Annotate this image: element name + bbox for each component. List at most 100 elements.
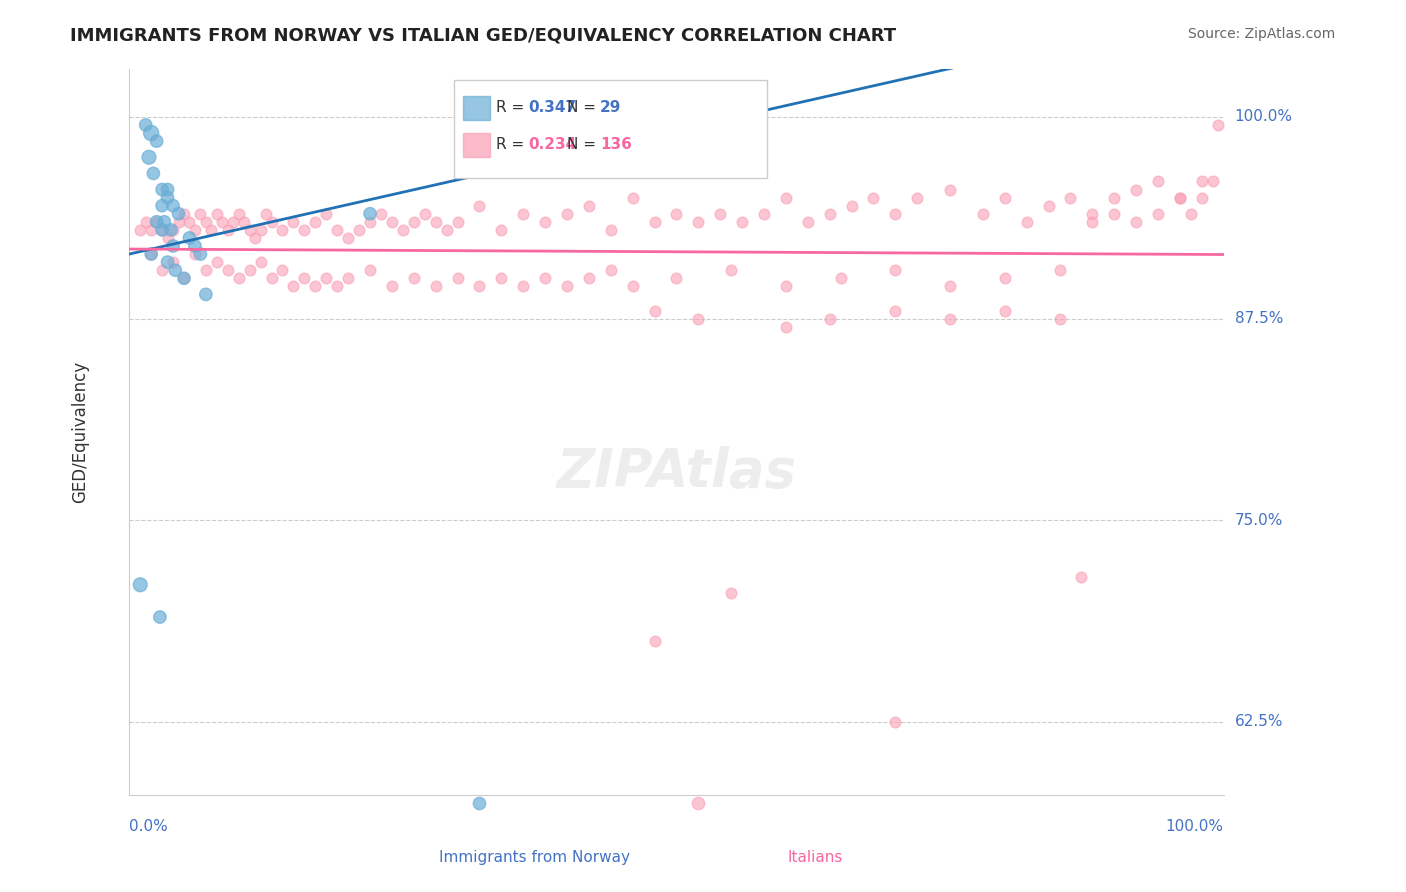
Point: [184, 247, 207, 261]
Point: [249, 223, 271, 237]
Point: [1102, 191, 1125, 205]
Point: [436, 223, 458, 237]
Point: [217, 263, 239, 277]
Point: [1049, 263, 1071, 277]
Point: [381, 215, 404, 229]
Point: [156, 182, 179, 196]
Point: [141, 247, 163, 261]
Point: [720, 586, 742, 600]
Text: N =: N =: [567, 136, 600, 152]
Point: [1206, 118, 1229, 132]
Point: [254, 207, 277, 221]
Point: [179, 231, 201, 245]
Point: [233, 215, 256, 229]
Point: [141, 126, 163, 140]
Point: [939, 182, 962, 196]
Point: [621, 279, 644, 293]
Point: [884, 207, 907, 221]
Point: [141, 247, 163, 261]
Text: 136: 136: [600, 136, 631, 152]
Point: [145, 134, 167, 148]
Point: [665, 207, 688, 221]
Point: [665, 271, 688, 285]
Point: [402, 271, 425, 285]
Point: [972, 207, 994, 221]
Point: [862, 191, 884, 205]
Point: [304, 279, 326, 293]
Point: [129, 578, 152, 592]
Point: [156, 231, 179, 245]
Point: [359, 215, 381, 229]
Text: R =: R =: [496, 136, 529, 152]
Point: [359, 263, 381, 277]
Point: [283, 215, 305, 229]
Point: [1168, 191, 1191, 205]
Point: [775, 319, 797, 334]
Point: [1202, 174, 1225, 188]
Point: [905, 191, 928, 205]
Point: [304, 215, 326, 229]
Text: R =: R =: [496, 100, 529, 115]
Point: [555, 207, 578, 221]
Text: 0.0%: 0.0%: [129, 819, 169, 834]
Point: [167, 215, 190, 229]
Point: [621, 191, 644, 205]
Text: Source: ZipAtlas.com: Source: ZipAtlas.com: [1188, 27, 1336, 41]
Point: [1038, 199, 1060, 213]
Point: [1049, 311, 1071, 326]
Point: [217, 223, 239, 237]
Point: [167, 207, 190, 221]
Point: [359, 207, 381, 221]
Text: 75.0%: 75.0%: [1234, 513, 1284, 528]
Point: [731, 215, 754, 229]
Point: [194, 215, 217, 229]
Point: [599, 263, 621, 277]
Point: [841, 199, 863, 213]
Point: [211, 215, 233, 229]
Point: [534, 271, 557, 285]
Point: [142, 166, 165, 180]
Point: [534, 215, 557, 229]
Point: [818, 207, 841, 221]
Bar: [463, 133, 491, 157]
Point: [135, 118, 157, 132]
Point: [402, 215, 425, 229]
Point: [138, 150, 160, 164]
Point: [156, 191, 179, 205]
Point: [260, 215, 283, 229]
Point: [292, 271, 315, 285]
Point: [1102, 207, 1125, 221]
Point: [775, 279, 797, 293]
Point: [1059, 191, 1081, 205]
Point: [149, 610, 172, 624]
Point: [1125, 215, 1147, 229]
Point: [249, 255, 271, 269]
Point: [644, 303, 666, 318]
Text: 0.347: 0.347: [529, 100, 576, 115]
Text: 100.0%: 100.0%: [1166, 819, 1223, 834]
Point: [939, 311, 962, 326]
Text: Italians: Italians: [787, 850, 844, 865]
Text: Immigrants from Norway: Immigrants from Norway: [439, 850, 630, 865]
Point: [1081, 207, 1104, 221]
Point: [1125, 182, 1147, 196]
Point: [720, 263, 742, 277]
Point: [688, 215, 710, 229]
Point: [173, 271, 195, 285]
Point: [1147, 174, 1170, 188]
Point: [468, 199, 491, 213]
Point: [271, 223, 294, 237]
Point: [184, 239, 207, 253]
Point: [1180, 207, 1202, 221]
FancyBboxPatch shape: [454, 79, 768, 178]
Point: [194, 287, 217, 301]
Point: [818, 311, 841, 326]
Point: [446, 271, 468, 285]
Point: [145, 215, 167, 229]
Point: [292, 223, 315, 237]
Point: [468, 279, 491, 293]
Point: [150, 199, 173, 213]
Point: [162, 223, 184, 237]
Point: [1147, 207, 1170, 221]
Point: [184, 223, 207, 237]
